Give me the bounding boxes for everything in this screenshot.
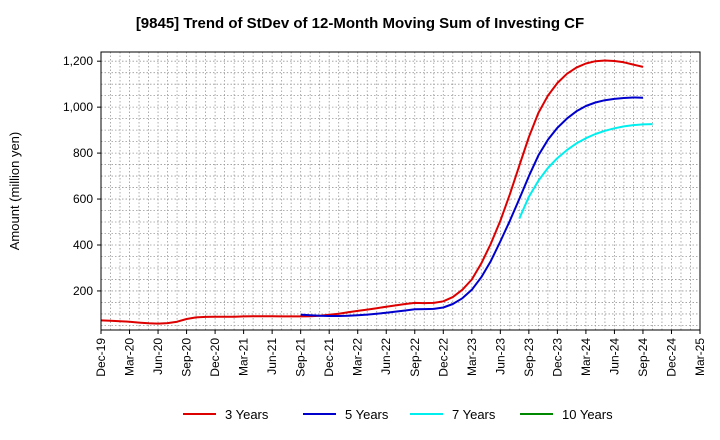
legend-label: 3 Years: [225, 407, 269, 422]
plot-area: [100, 51, 701, 331]
x-tick-label: Dec-19: [94, 338, 108, 377]
x-tick-label: Sep-23: [522, 338, 536, 377]
legend-label: 7 Years: [452, 407, 496, 422]
x-tick-label: Dec-23: [550, 338, 564, 377]
legend-label: 5 Years: [345, 407, 389, 422]
y-tick-label: 600: [73, 192, 93, 206]
x-tick-label: Mar-21: [237, 338, 251, 376]
x-axis: Dec-19 Mar-20 Jun-20 Sep-20 Dec-20 Mar-21 Jun-…: [94, 330, 707, 377]
x-tick-label: Jun-20: [151, 338, 165, 375]
x-tick-label: Sep-22: [408, 338, 422, 377]
chart-title: [9845] Trend of StDev of 12-Month Moving…: [136, 15, 584, 32]
x-tick-label: Jun-22: [379, 338, 393, 375]
x-tick-label: Mar-20: [123, 338, 137, 376]
x-tick-label: Mar-23: [465, 338, 479, 376]
series-line-2: [300, 96, 644, 317]
series-line-1: [100, 59, 644, 325]
series-line-3: [518, 123, 653, 220]
x-tick-label: Jun-21: [265, 338, 279, 375]
x-tick-label: Mar-24: [579, 338, 593, 376]
x-tick-label: Sep-24: [636, 338, 650, 377]
x-tick-label: Jun-24: [607, 338, 621, 375]
grid: [101, 52, 700, 330]
legend-label: 10 Years: [562, 407, 613, 422]
x-tick-label: Dec-21: [322, 338, 336, 377]
y-tick-label: 400: [73, 238, 93, 252]
y-tick-label: 1,000: [63, 100, 93, 114]
x-tick-label: Jun-23: [493, 338, 507, 375]
x-tick-label: Sep-20: [180, 338, 194, 377]
y-tick-label: 800: [73, 146, 93, 160]
x-tick-label: Mar-25: [693, 338, 707, 376]
x-tick-label: Sep-21: [294, 338, 308, 377]
x-tick-label: Mar-22: [351, 338, 365, 376]
x-tick-label: Dec-22: [436, 338, 450, 377]
y-axis: 200 400 600 800 1,000 1,200: [63, 54, 101, 298]
x-tick-label: Dec-24: [664, 338, 678, 377]
y-tick-label: 200: [73, 284, 93, 298]
legend: 3 Years 5 Years 7 Years 10 Years: [183, 407, 613, 422]
series-lines: [100, 59, 653, 325]
x-tick-label: Dec-20: [208, 338, 222, 377]
y-tick-label: 1,200: [63, 54, 93, 68]
y-axis-label: Amount (million yen): [7, 132, 22, 251]
